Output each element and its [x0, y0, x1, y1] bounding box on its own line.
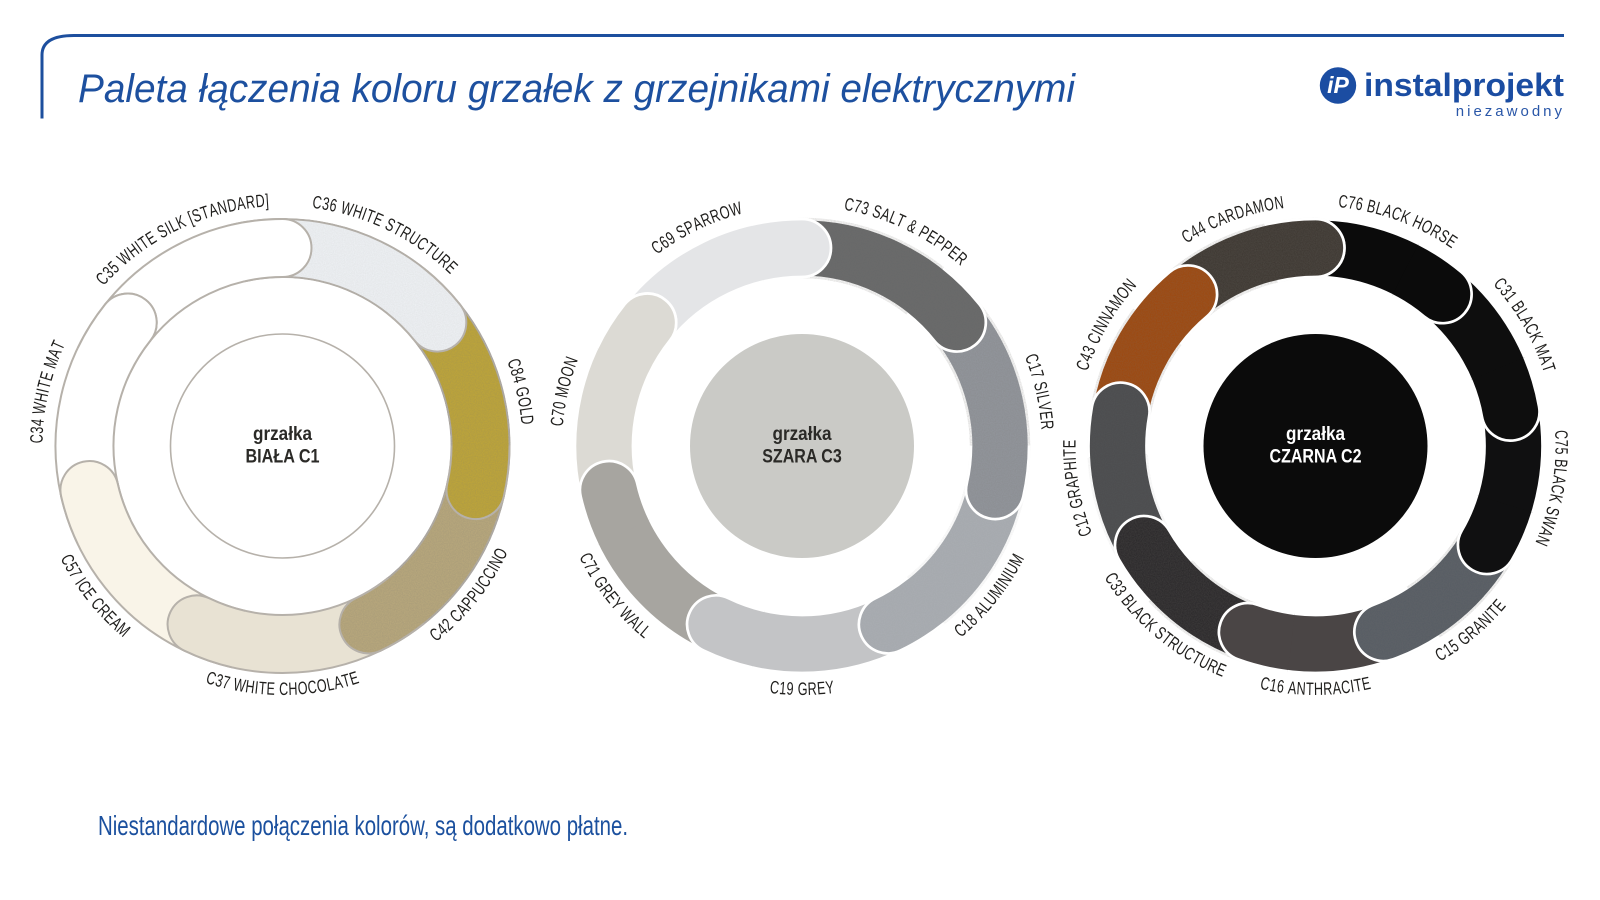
svg-text:A: A	[1548, 474, 1569, 486]
svg-text:G: G	[1066, 496, 1087, 510]
svg-text:Paleta łączenia koloru grzałek: Paleta łączenia koloru grzałek z grzejni…	[78, 67, 1076, 111]
svg-text:H: H	[288, 680, 298, 700]
svg-text:H: H	[1314, 680, 1323, 700]
svg-text:]: ]	[265, 191, 270, 211]
svg-text:BIAŁA C1: BIAŁA C1	[246, 445, 320, 467]
svg-text:7: 7	[220, 673, 231, 694]
svg-text:O: O	[297, 679, 308, 699]
svg-text:instalprojekt: instalprojekt	[1364, 67, 1564, 103]
svg-text:3: 3	[213, 671, 225, 692]
svg-text:E: E	[1060, 440, 1080, 449]
svg-text:W: W	[339, 198, 356, 220]
svg-text:L: L	[325, 675, 336, 696]
svg-text:V: V	[1034, 401, 1055, 413]
svg-text:7: 7	[852, 197, 863, 218]
svg-text:E: E	[266, 679, 275, 699]
svg-text:E: E	[1035, 410, 1056, 421]
svg-text:SZARA C3: SZARA C3	[762, 445, 842, 467]
svg-text:T: T	[258, 679, 268, 699]
svg-text:6: 6	[1276, 677, 1286, 697]
svg-text:T: T	[1353, 676, 1364, 697]
svg-text:3: 3	[321, 194, 331, 215]
svg-text:R: R	[1036, 420, 1056, 431]
svg-text:O: O	[315, 676, 328, 697]
svg-text:E: E	[1360, 674, 1372, 695]
svg-text:C: C	[307, 678, 318, 699]
svg-text:R: R	[807, 680, 817, 700]
svg-text:grzałka: grzałka	[253, 423, 312, 445]
svg-text:1: 1	[1268, 676, 1278, 697]
svg-text:iP: iP	[1327, 72, 1349, 98]
svg-text:O: O	[1262, 195, 1275, 216]
svg-text:A: A	[235, 194, 247, 215]
svg-text:M: M	[552, 385, 574, 400]
svg-text:G: G	[511, 385, 532, 399]
svg-text:L: L	[1032, 393, 1053, 404]
svg-text:H: H	[32, 391, 53, 404]
svg-text:C: C	[843, 195, 856, 216]
svg-text:M: M	[1251, 197, 1266, 219]
svg-text:W: W	[232, 675, 247, 697]
svg-text:0: 0	[550, 400, 571, 410]
svg-text:N: N	[1296, 679, 1306, 699]
svg-text:D: D	[225, 195, 238, 216]
svg-text:[: [	[185, 209, 196, 229]
svg-text:I: I	[1349, 677, 1355, 697]
svg-text:R: R	[245, 193, 257, 214]
svg-text:D: D	[255, 192, 266, 212]
svg-text:4: 4	[28, 418, 48, 427]
svg-text:N: N	[1273, 193, 1285, 214]
svg-text:6: 6	[328, 196, 339, 217]
svg-text:C: C	[27, 434, 47, 444]
svg-text:H: H	[244, 677, 256, 698]
svg-text:I: I	[359, 205, 369, 225]
svg-text:6: 6	[1354, 194, 1364, 215]
svg-text:R: R	[1323, 679, 1333, 699]
svg-text:A: A	[1332, 679, 1343, 699]
svg-text:3: 3	[28, 426, 48, 434]
svg-text:C: C	[311, 193, 323, 214]
svg-text:W: W	[727, 199, 744, 221]
svg-text:1: 1	[778, 679, 787, 699]
svg-text:3: 3	[859, 199, 871, 220]
svg-text:C: C	[1259, 674, 1272, 695]
svg-text:C: C	[279, 680, 288, 700]
svg-text:I: I	[1031, 389, 1051, 397]
svg-text:CZARNA C2: CZARNA C2	[1270, 445, 1362, 467]
svg-text:Y: Y	[825, 678, 836, 699]
svg-text:I: I	[1061, 457, 1081, 462]
svg-text:H: H	[1061, 460, 1081, 471]
svg-text:A: A	[1063, 478, 1084, 490]
svg-text:grzałka: grzałka	[773, 423, 832, 445]
svg-text:L: L	[515, 406, 536, 416]
svg-text:B: B	[1550, 458, 1570, 468]
svg-text:G: G	[798, 680, 808, 700]
svg-text:C: C	[1550, 430, 1570, 440]
svg-text:T: T	[1060, 448, 1080, 457]
svg-text:niezawodny: niezawodny	[1456, 103, 1565, 120]
svg-text:7: 7	[1551, 440, 1571, 447]
svg-text:O: O	[513, 396, 534, 409]
svg-text:C: C	[1340, 678, 1351, 699]
svg-text:Niestandardowe połączenia kolo: Niestandardowe połączenia kolorów, są do…	[98, 810, 628, 841]
svg-text:C: C	[769, 678, 780, 699]
svg-text:D: D	[516, 414, 537, 425]
svg-text:7: 7	[549, 408, 569, 418]
svg-text:5: 5	[1551, 447, 1571, 454]
svg-text:A: A	[1287, 678, 1298, 698]
svg-text:I: I	[254, 678, 260, 698]
svg-text:T: T	[1306, 680, 1315, 700]
svg-text:7: 7	[1347, 193, 1357, 214]
svg-text:P: P	[1062, 470, 1083, 481]
svg-text:W: W	[30, 401, 51, 416]
svg-text:C: C	[1337, 192, 1348, 213]
svg-text:9: 9	[786, 679, 794, 699]
svg-text:L: L	[1549, 467, 1569, 476]
svg-text:E: E	[816, 679, 826, 699]
svg-text:C: C	[548, 416, 569, 427]
svg-text:R: R	[1064, 487, 1085, 500]
svg-text:I: I	[34, 387, 54, 395]
svg-text:C: C	[1546, 483, 1567, 495]
svg-text:grzałka: grzałka	[1286, 423, 1345, 445]
